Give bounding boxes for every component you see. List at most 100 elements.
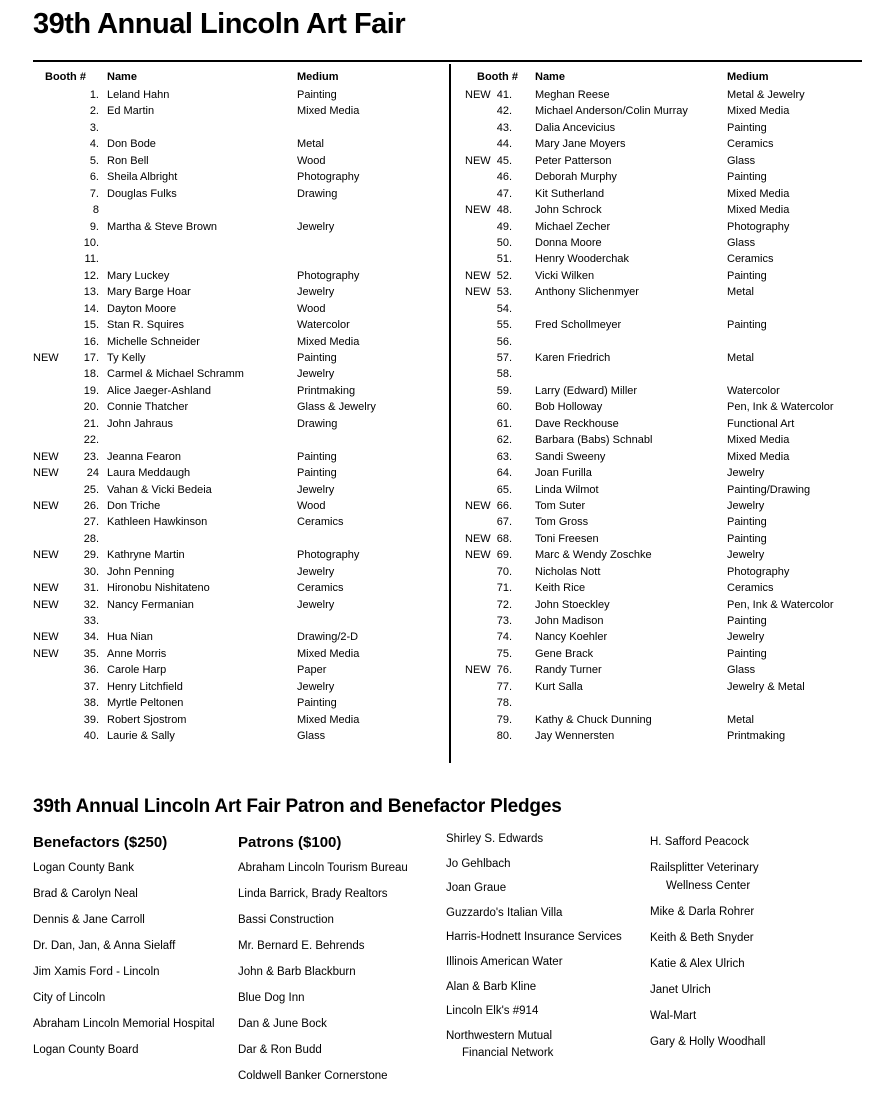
exhibitor-name: Mary Jane Moyers <box>535 138 626 151</box>
pledge-entry: Joan Graue <box>446 882 507 895</box>
exhibitor-name: Hironobu Nishitateno <box>107 582 210 595</box>
booth-number: 65. <box>496 483 512 496</box>
exhibitor-medium: Metal <box>727 352 754 364</box>
booth-number: 57. <box>496 352 512 364</box>
exhibitor-name: Laura Meddaugh <box>107 467 191 480</box>
exhibitor-medium: Painting <box>297 467 337 480</box>
booth-number: 12. <box>83 269 99 282</box>
exhibitor-name: Jeanna Fearon <box>107 450 181 463</box>
new-exhibitor-flag: NEW <box>33 352 59 364</box>
booth-number-header: Booth # <box>477 71 518 83</box>
booth-row: NEW 41. Meghan Reese Metal & Jewelry <box>452 89 868 105</box>
booth-number: 22. <box>83 434 99 447</box>
exhibitor-name: John Jahraus <box>107 417 174 430</box>
pledge-column: Patrons ($100) Abraham Lincoln Tourism Bu… <box>238 834 443 1096</box>
exhibitor-name: Mary Luckey <box>107 269 170 282</box>
booth-row: NEW 23. Jeanna Fearon Painting <box>33 451 445 467</box>
name-header: Name <box>535 71 565 83</box>
booth-row: 57. Karen Friedrich Metal <box>452 352 868 368</box>
booth-number: 29. <box>83 549 99 562</box>
exhibitor-medium: Ceramics <box>727 138 774 151</box>
pledge-entry: Janet Ulrich <box>650 984 711 996</box>
exhibitor-medium: Jewelry <box>727 467 765 480</box>
new-exhibitor-flag: NEW <box>33 450 59 463</box>
booth-row: NEW 48. John Schrock Mixed Media <box>452 204 868 220</box>
booth-row: 46. Deborah Murphy Painting <box>452 171 868 187</box>
booth-row: 9. Martha & Steve Brown Jewelry <box>33 221 445 237</box>
booth-row: 2. Ed Martin Mixed Media <box>33 105 445 121</box>
pledge-entry: Logan County Bank <box>33 862 135 874</box>
pledge-entry-continuation: Financial Network <box>462 1046 554 1059</box>
booth-row: 11. <box>33 253 445 269</box>
exhibitor-name: Douglas Fulks <box>107 187 177 200</box>
exhibitor-medium: Jewelry <box>727 631 765 644</box>
booth-row: NEW 69. Marc & Wendy Zoschke Jewelry <box>452 549 868 565</box>
booth-number: 2. <box>89 105 99 118</box>
booth-row: NEW 53. Anthony Slichenmyer Metal <box>452 286 868 302</box>
booth-row: NEW 66. Tom Suter Jewelry <box>452 500 868 516</box>
exhibitor-name: Michelle Schneider <box>107 335 200 348</box>
exhibitor-medium: Mixed Media <box>727 105 790 118</box>
exhibitor-name: Deborah Murphy <box>535 171 617 184</box>
pledge-entry: H. Safford Peacock <box>650 836 749 848</box>
booth-row: 12. Mary Luckey Photography <box>33 270 445 286</box>
exhibitor-medium: Jewelry & Metal <box>727 680 805 693</box>
exhibitor-name: Anne Morris <box>107 647 167 660</box>
exhibitor-medium: Glass <box>297 730 326 743</box>
exhibitor-name: Tom Suter <box>535 499 586 512</box>
booth-row: 20. Connie Thatcher Glass & Jewelry <box>33 401 445 417</box>
exhibitor-medium: Glass <box>727 664 756 677</box>
booth-number: 71. <box>496 582 512 595</box>
exhibitor-name: Kathryne Martin <box>107 549 185 562</box>
exhibitor-name: Joan Furilla <box>535 467 592 480</box>
booth-number: 50. <box>496 236 512 249</box>
booth-number: 38. <box>83 697 99 710</box>
exhibitor-medium: Mixed Media <box>727 187 790 200</box>
pledge-entry: Wal-Mart <box>650 1010 697 1022</box>
booth-row: 50. Donna Moore Glass <box>452 237 868 253</box>
exhibitor-name: John Penning <box>107 565 175 578</box>
exhibitor-medium: Wood <box>297 154 326 167</box>
booth-row: NEW 29. Kathryne Martin Photography <box>33 549 445 565</box>
exhibitor-name: John Stoeckley <box>535 598 610 611</box>
exhibitor-name: Vahan & Vicki Bedeia <box>107 483 212 496</box>
booth-number: 69. <box>496 549 512 562</box>
booth-row: 18. Carmel & Michael Schramm Jewelry <box>33 368 445 384</box>
booth-row: NEW 68. Toni Freesen Painting <box>452 533 868 549</box>
pledge-column: Benefactors ($250) Logan County Bank Brad … <box>33 834 238 1070</box>
booth-row: 8 <box>33 204 445 220</box>
booth-number: 60. <box>496 401 512 414</box>
pledge-entry: Railsplitter Veterinary <box>650 862 759 874</box>
exhibitor-medium: Mixed Media <box>727 434 790 447</box>
pledge-entry: City of Lincoln <box>33 992 106 1004</box>
exhibitor-medium: Mixed Media <box>297 335 360 348</box>
exhibitor-medium: Glass & Jewelry <box>297 401 376 414</box>
new-exhibitor-flag: NEW <box>465 269 491 282</box>
exhibitor-medium: Mixed Media <box>727 450 790 463</box>
exhibitor-medium: Painting <box>727 647 767 660</box>
exhibitor-medium: Wood <box>297 302 326 315</box>
exhibitor-medium: Metal <box>297 138 324 151</box>
booth-row: 64. Joan Furilla Jewelry <box>452 467 868 483</box>
new-exhibitor-flag: NEW <box>33 499 59 512</box>
exhibitor-name: Don Triche <box>107 499 161 512</box>
exhibitor-name: Marc & Wendy Zoschke <box>535 549 652 562</box>
exhibitor-name: Meghan Reese <box>535 89 610 101</box>
booth-number: 27. <box>83 516 99 529</box>
exhibitor-medium: Metal & Jewelry <box>727 89 805 101</box>
exhibitor-name: Dayton Moore <box>107 302 177 315</box>
new-exhibitor-flag: NEW <box>465 286 491 299</box>
exhibitor-name: Carole Harp <box>107 664 167 677</box>
exhibitor-name: Vicki Wilken <box>535 269 595 282</box>
booth-row: 6. Sheila Albright Photography <box>33 171 445 187</box>
booth-row: 63. Sandi Sweeny Mixed Media <box>452 451 868 467</box>
booth-row: 79. Kathy & Chuck Dunning Metal <box>452 714 868 730</box>
exhibitor-medium: Mixed Media <box>297 713 360 726</box>
booth-row: 78. <box>452 697 868 713</box>
title-divider-rule <box>33 60 862 62</box>
booth-number: 5. <box>89 154 99 167</box>
exhibitor-medium: Painting <box>727 319 767 332</box>
booth-number: 68. <box>496 532 512 545</box>
booth-number: 75. <box>496 647 512 660</box>
booth-number: 52. <box>496 269 512 282</box>
